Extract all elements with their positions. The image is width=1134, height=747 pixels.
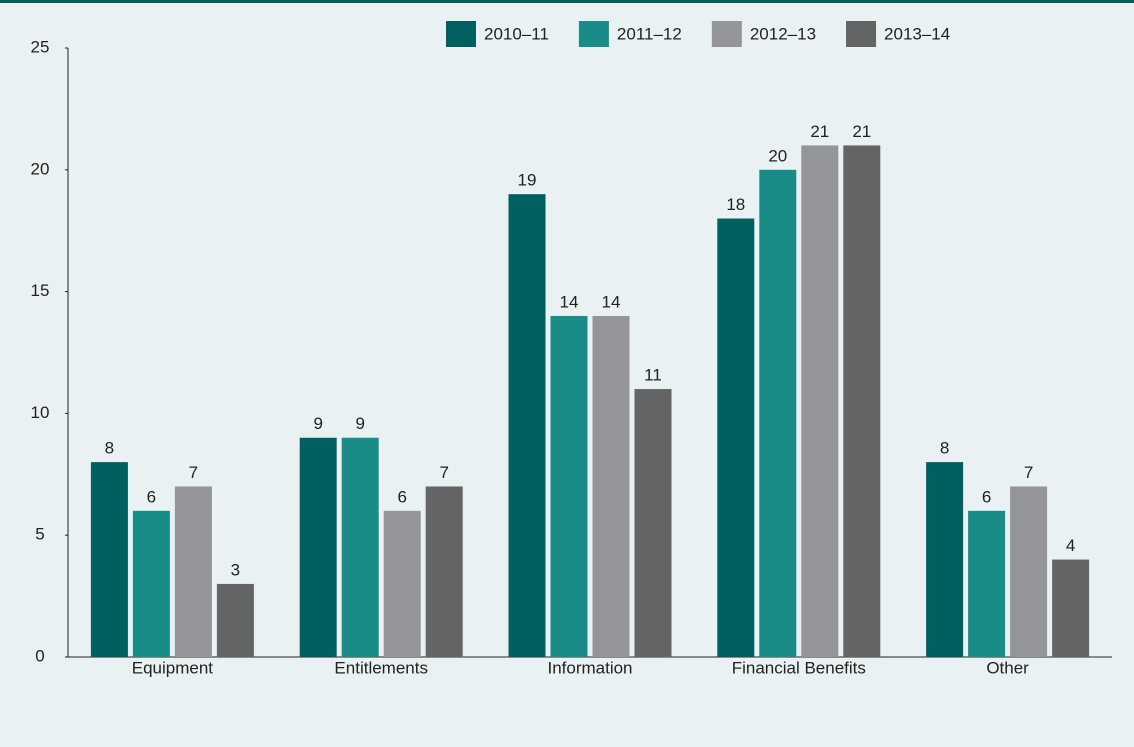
x-tick-label: Entitlements	[334, 658, 428, 677]
bar	[1052, 559, 1090, 657]
legend-swatch	[578, 21, 609, 47]
data-label: 18	[726, 195, 745, 214]
data-label: 11	[644, 366, 662, 385]
bar	[383, 510, 421, 657]
data-label: 8	[105, 439, 114, 458]
bar	[1010, 486, 1048, 657]
x-tick-label: Information	[547, 658, 632, 677]
bar	[90, 462, 128, 657]
bar	[801, 145, 839, 657]
legend-swatch	[846, 21, 877, 47]
data-label: 8	[940, 439, 949, 458]
bar	[968, 510, 1006, 657]
data-label: 9	[355, 414, 364, 433]
y-tick-label: 25	[31, 37, 50, 56]
legend-swatch	[446, 21, 476, 47]
data-label: 4	[1066, 536, 1075, 555]
bar	[341, 437, 379, 657]
bar	[508, 194, 546, 657]
legend-label: 2011–12	[617, 24, 682, 43]
y-tick-label: 20	[31, 159, 50, 178]
bar	[759, 169, 797, 658]
bar	[592, 315, 630, 657]
bar	[634, 389, 672, 657]
x-tick-label: Financial Benefits	[732, 658, 866, 677]
bar	[216, 583, 254, 657]
legend-label: 2010–11	[484, 24, 549, 43]
x-tick-label: Equipment	[132, 658, 214, 677]
data-label: 3	[231, 560, 240, 579]
bar	[550, 315, 588, 657]
x-tick-label: Other	[986, 658, 1029, 677]
legend-swatch	[711, 21, 742, 47]
data-label: 6	[397, 487, 406, 506]
data-label: 14	[560, 292, 579, 311]
data-label: 7	[189, 463, 198, 482]
data-label: 7	[439, 463, 448, 482]
data-label: 21	[810, 122, 829, 141]
data-label: 19	[518, 171, 537, 190]
top-border	[0, 0, 1134, 3]
bar	[425, 486, 463, 657]
bar	[299, 437, 337, 657]
data-label: 21	[852, 122, 871, 141]
data-label: 9	[313, 414, 322, 433]
y-tick-label: 5	[35, 525, 44, 544]
bar	[717, 218, 755, 657]
data-label: 7	[1024, 463, 1033, 482]
y-tick-label: 10	[31, 403, 50, 422]
y-tick-label: 15	[31, 281, 50, 300]
bar	[132, 510, 170, 657]
legend-label: 2013–14	[884, 24, 950, 43]
legend-label: 2012–13	[750, 24, 816, 43]
data-label: 14	[602, 292, 621, 311]
bar	[174, 486, 212, 657]
y-tick-label: 0	[35, 646, 44, 665]
data-label: 6	[982, 487, 991, 506]
data-label: 20	[768, 146, 787, 165]
bar	[926, 462, 964, 657]
data-label: 6	[147, 487, 156, 506]
bar	[843, 145, 881, 657]
